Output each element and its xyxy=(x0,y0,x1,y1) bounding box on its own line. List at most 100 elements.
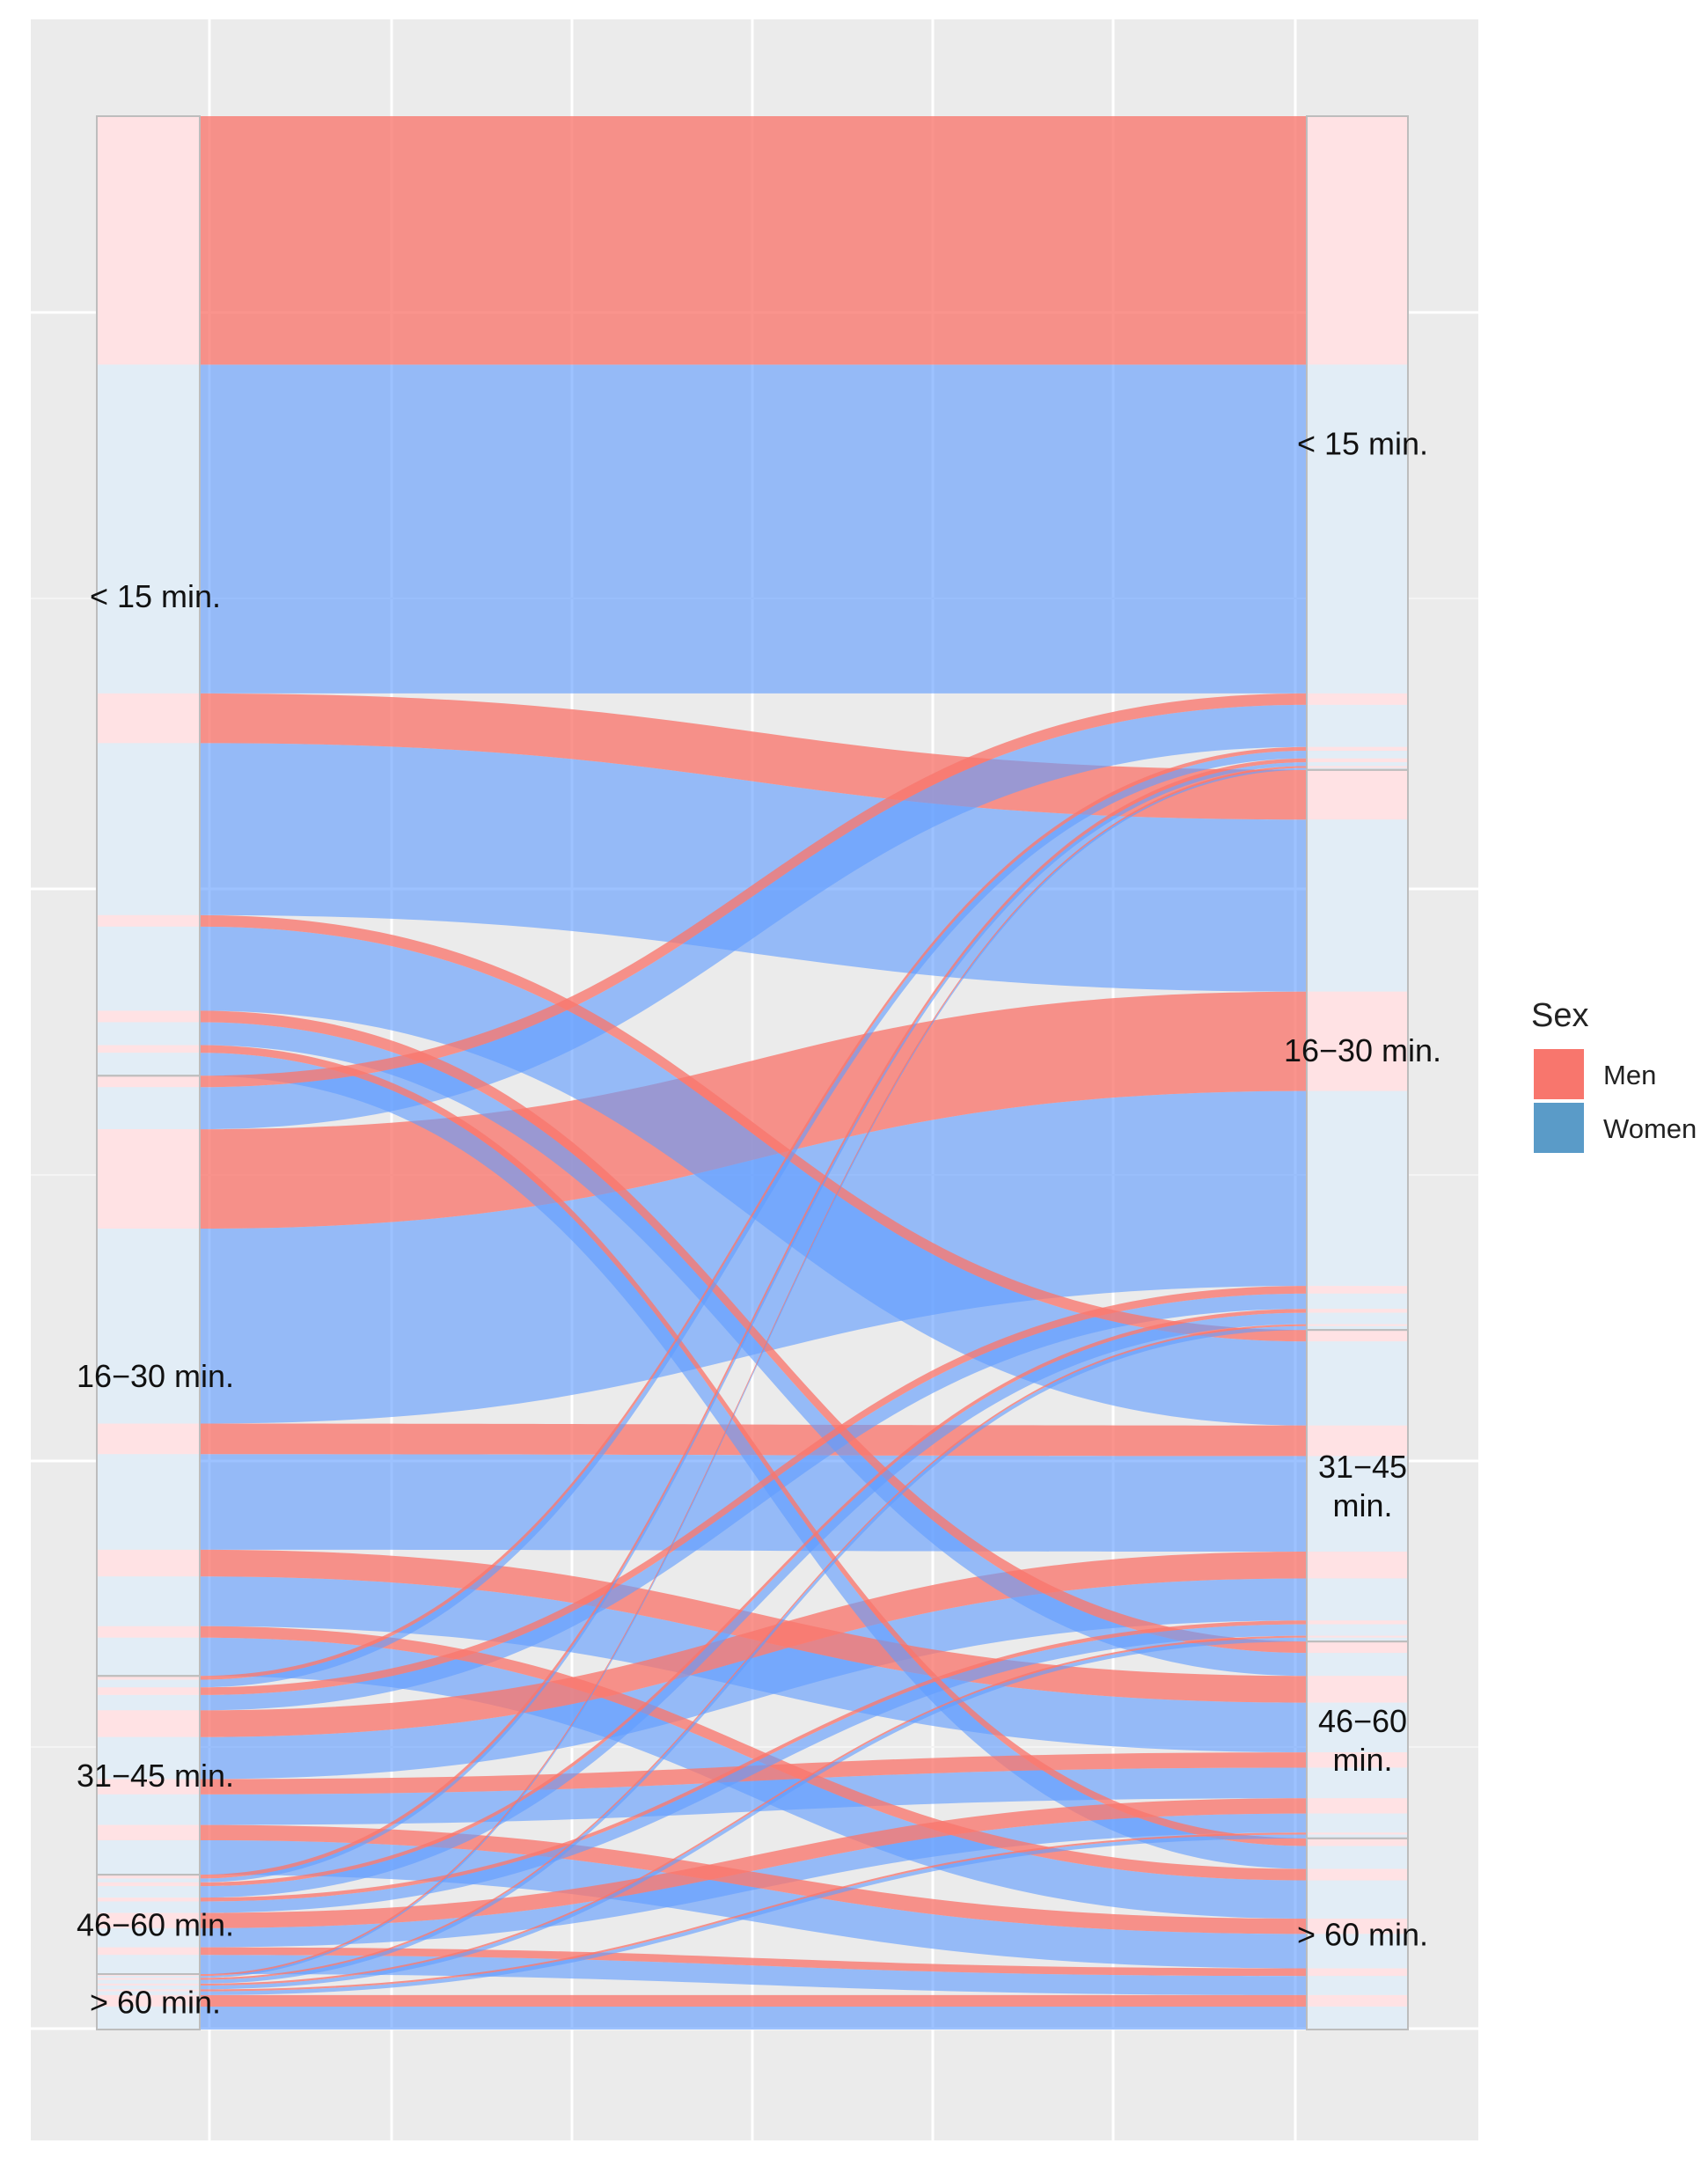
flow-men xyxy=(200,1635,1307,1986)
flow-women xyxy=(200,743,1307,992)
flow-women xyxy=(200,1325,1307,1984)
right-stratum-label: 16−30 min. xyxy=(1284,1032,1441,1068)
left-stratum-segment xyxy=(97,1087,200,1130)
right-stratum-label-line: min. xyxy=(1332,1742,1392,1778)
flow-men xyxy=(200,1626,1307,1881)
flow-men xyxy=(200,766,1307,1977)
right-stratum-segment xyxy=(1307,704,1408,747)
right-stratum-segment xyxy=(1307,1976,1408,1995)
flow-men xyxy=(200,1309,1307,1887)
left-stratum-segment xyxy=(97,1637,200,1677)
flow-women xyxy=(200,1053,1307,1869)
left-stratum-box xyxy=(96,1973,201,2031)
left-stratum-label: 31−45 min. xyxy=(77,1758,234,1794)
right-stratum-segment xyxy=(1307,1994,1408,2007)
right-stratum-segment xyxy=(1307,1676,1408,1703)
right-stratum-segment xyxy=(1307,1324,1408,1326)
flow-men xyxy=(200,914,1307,1342)
left-stratum-segment xyxy=(97,1576,200,1626)
left-stratum-segment xyxy=(97,693,200,744)
left-stratum-segment xyxy=(97,1983,200,1986)
left-stratum-segment xyxy=(97,1897,200,1902)
right-stratum-segment xyxy=(1307,819,1408,992)
left-stratum-segment xyxy=(97,743,200,915)
flow-men xyxy=(200,1423,1307,1457)
right-stratum-segment xyxy=(1307,1293,1408,1310)
flow-women xyxy=(200,751,1307,1688)
right-stratum-label-line: min. xyxy=(1332,1487,1392,1523)
right-stratum-segment xyxy=(1307,1653,1408,1677)
left-stratum-segment xyxy=(97,1053,200,1076)
right-stratum-segment xyxy=(1307,1752,1408,1768)
right-stratum-segment xyxy=(1307,1456,1408,1552)
flows xyxy=(200,116,1307,2030)
right-stratum-segment xyxy=(1307,1637,1408,1642)
flow-men xyxy=(200,693,1307,1088)
right-stratum-segment xyxy=(1307,1578,1408,1621)
left-stratum-segment xyxy=(97,2006,200,2030)
flow-men xyxy=(200,1947,1307,1977)
right-stratum-segment xyxy=(1307,766,1408,768)
left-stratum-segment xyxy=(97,1976,200,1978)
left-stratum-segment xyxy=(97,1454,200,1550)
flow-men xyxy=(200,1552,1307,1737)
left-stratum-segment xyxy=(97,1626,200,1638)
right-stratum-segment xyxy=(1307,1330,1408,1342)
right-stratum-segment xyxy=(1307,751,1408,759)
left-stratum-segment xyxy=(97,1694,200,1711)
right-stratum-segment xyxy=(1307,1880,1408,1919)
flow-women xyxy=(200,1090,1307,1424)
legend-title: Sex xyxy=(1531,997,1588,1034)
left-stratum-segment xyxy=(97,1022,200,1046)
right-stratum-segment xyxy=(1307,991,1408,1091)
right-stratum-segment xyxy=(1307,1798,1408,1814)
flow-men xyxy=(200,1010,1307,1654)
right-stratum-segment xyxy=(1307,1325,1408,1331)
left-stratum-segment xyxy=(97,1994,200,2007)
left-stratum-segment xyxy=(97,1423,200,1455)
flow-women xyxy=(200,1955,1307,1995)
right-stratum-segment xyxy=(1307,2006,1408,2030)
left-stratum-segment xyxy=(97,1710,200,1737)
right-stratum-segment xyxy=(1307,1624,1408,1636)
left-stratum-segment xyxy=(97,1010,200,1023)
right-stratum-segment xyxy=(1307,1968,1408,1977)
left-stratum-segment xyxy=(97,1927,200,1948)
flow-men xyxy=(200,1994,1307,2007)
right-stratum-label-line: 16−30 min. xyxy=(1284,1032,1441,1068)
left-stratum-segment xyxy=(97,1549,200,1577)
right-stratum-segment xyxy=(1307,693,1408,705)
flow-men xyxy=(200,1620,1307,1902)
left-stratum-segment xyxy=(97,1875,200,1879)
left-stratum-segment xyxy=(97,1687,200,1695)
flow-women xyxy=(200,364,1307,694)
legend-label-men: Men xyxy=(1603,1060,1656,1090)
right-stratum-segment xyxy=(1307,1552,1408,1579)
right-stratum-label: < 15 min. xyxy=(1297,425,1428,461)
flow-men xyxy=(200,1798,1307,1928)
right-stratum-segment xyxy=(1307,1635,1408,1638)
left-stratum-segment xyxy=(97,1912,200,1928)
left-stratum-segment xyxy=(97,1779,200,1795)
left-stratum-segment xyxy=(97,1129,200,1229)
left-stratum-segment xyxy=(97,116,200,365)
left-stratum-segment xyxy=(97,1979,200,1984)
legend-swatch-women[interactable] xyxy=(1534,1103,1584,1153)
right-stratum-segment xyxy=(1307,1090,1408,1287)
right-stratum-label-line: < 15 min. xyxy=(1297,425,1428,461)
left-stratum-segment xyxy=(97,1878,200,1883)
legend: Sex Men Women xyxy=(1531,997,1697,1153)
flow-women xyxy=(200,1637,1307,1990)
right-stratum-label-line: 31−45 xyxy=(1318,1449,1407,1485)
legend-swatch-men[interactable] xyxy=(1534,1049,1584,1099)
flow-men xyxy=(200,1045,1307,1846)
right-stratum-segment xyxy=(1307,1813,1408,1833)
right-stratum-label: 31−45 min. xyxy=(1318,1449,1407,1523)
right-stratum-segment xyxy=(1307,1838,1408,1846)
flow-men xyxy=(200,693,1307,820)
left-stratum-segment xyxy=(97,1901,200,1913)
left-stratum-segment xyxy=(97,1947,200,1956)
flow-women xyxy=(200,1293,1307,1711)
right-stratum-segment xyxy=(1307,1312,1408,1325)
